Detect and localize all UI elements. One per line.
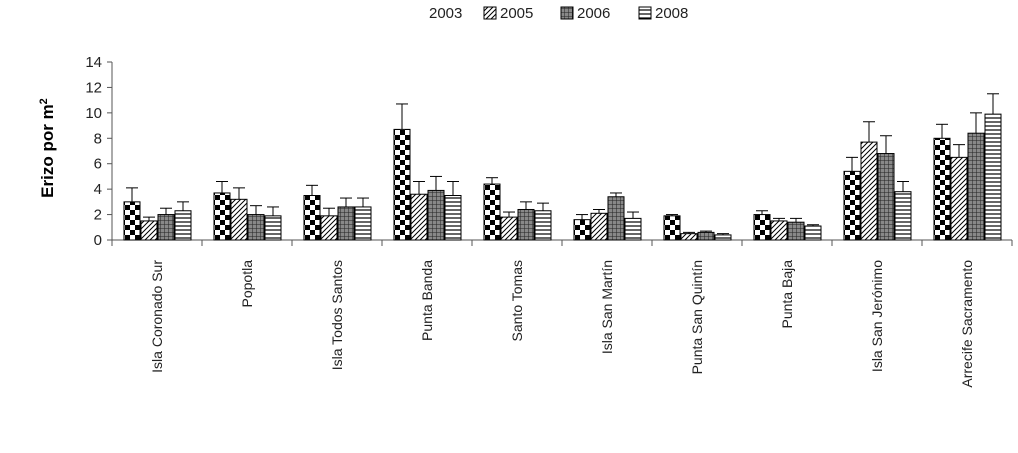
- bar-2006-9: [967, 132, 985, 241]
- bars-group: [123, 93, 1002, 241]
- bar-2008-8: [894, 191, 912, 241]
- x-tick-label: Isla Todos Santos: [329, 260, 345, 370]
- bar-2008-6: [714, 234, 732, 241]
- bar-2003-5: [573, 219, 591, 241]
- bar-2008-9: [984, 113, 1002, 241]
- bar-2003-9: [933, 137, 951, 241]
- y-tick-label: 14: [85, 54, 102, 71]
- bar-2003-4: [483, 183, 501, 241]
- bar-2005-0: [140, 220, 158, 241]
- bar-2008-1: [264, 215, 282, 241]
- x-tick-label: Santo Tomas: [509, 260, 525, 341]
- bar-2003-3: [393, 128, 411, 241]
- bar-2003-8: [843, 170, 861, 241]
- chart-legend: 2003 2005 2006 2008: [429, 5, 688, 22]
- legend-swatch-2005: [483, 6, 497, 20]
- x-tick-label: Isla Coronado Sur: [149, 260, 165, 373]
- y-axis-label: Erizo por m2: [38, 98, 57, 198]
- legend-label-2003: 2003: [429, 5, 462, 22]
- bar-2006-7: [787, 221, 805, 241]
- bar-2005-5: [590, 212, 608, 241]
- y-axis: 0 2 4 6 8 10 12 14: [85, 54, 113, 249]
- y-tick-label: 0: [94, 232, 102, 249]
- bar-2006-4: [517, 208, 535, 241]
- y-tick-label: 10: [85, 105, 102, 122]
- bar-2008-3: [444, 195, 462, 241]
- legend-label-2006: 2006: [577, 5, 610, 22]
- bar-2008-4: [534, 210, 552, 241]
- x-tick-label: Popotla: [239, 260, 255, 308]
- bar-2005-7: [770, 220, 788, 241]
- bar-2003-7: [753, 214, 771, 241]
- bar-2005-8: [860, 141, 878, 241]
- legend-label-2005: 2005: [500, 5, 533, 22]
- x-tick-label: Punta San Quintín: [689, 260, 705, 374]
- y-tick-label: 2: [94, 207, 102, 224]
- bar-2006-0: [157, 214, 175, 241]
- x-tick-label: Arrecife Sacramento: [959, 260, 975, 388]
- y-tick-label: 8: [94, 130, 102, 147]
- bar-2005-1: [230, 198, 248, 241]
- bar-2008-7: [804, 225, 822, 241]
- bar-2006-1: [247, 214, 265, 241]
- x-tick-label: Punta Banda: [419, 260, 435, 341]
- bar-2003-0: [123, 201, 141, 241]
- x-tick-label: Punta Baja: [779, 260, 795, 329]
- y-tick-label: 12: [85, 79, 102, 96]
- x-tick-label: Isla San Martín: [599, 260, 615, 354]
- bar-2003-1: [213, 192, 231, 241]
- bar-2008-0: [174, 210, 192, 241]
- bar-2006-3: [427, 189, 445, 241]
- bar-2005-6: [680, 233, 698, 241]
- y-tick-label: 6: [94, 156, 102, 173]
- legend-label-2008: 2008: [655, 5, 688, 22]
- bar-2006-6: [697, 231, 715, 241]
- legend-swatch-2006: [560, 6, 574, 20]
- bar-2005-9: [950, 156, 968, 241]
- bar-2003-6: [663, 215, 681, 241]
- bar-2005-3: [410, 193, 428, 241]
- bar-2006-5: [607, 196, 625, 241]
- bar-2005-4: [500, 216, 518, 241]
- x-tick-label: Isla San Jerónimo: [869, 260, 885, 372]
- bar-2008-2: [354, 206, 372, 241]
- bar-2006-8: [877, 153, 895, 241]
- bar-2003-2: [303, 195, 321, 241]
- y-tick-label: 4: [94, 181, 102, 198]
- bar-2008-5: [624, 217, 642, 241]
- legend-swatch-2008: [638, 6, 652, 20]
- x-axis: Isla Coronado Sur Popotla Isla Todos Santo…: [111, 239, 1013, 388]
- bar-2005-2: [320, 215, 338, 241]
- bar-2006-2: [337, 206, 355, 241]
